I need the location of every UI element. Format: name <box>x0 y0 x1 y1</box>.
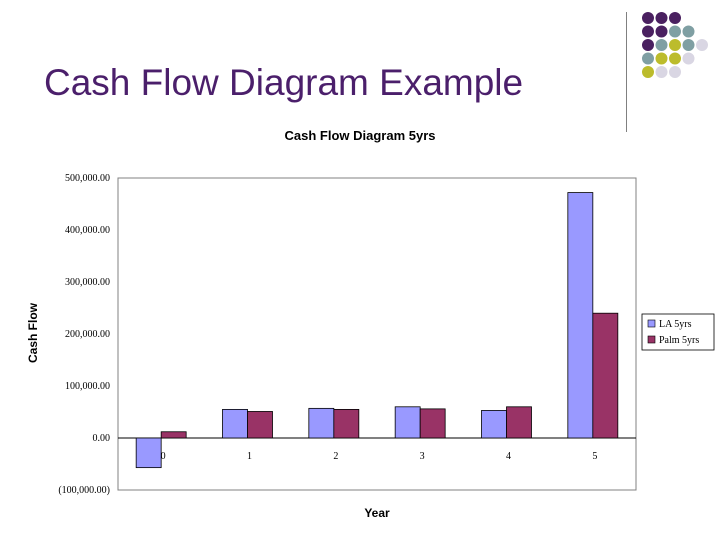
decorative-dot <box>669 12 681 24</box>
decorative-dot <box>642 52 654 65</box>
legend-label: LA 5yrs <box>659 319 692 330</box>
bar <box>222 408 248 439</box>
x-tick-label: 3 <box>420 451 425 462</box>
x-tick-label: 5 <box>592 451 597 462</box>
y-tick-label: 500,000.00 <box>65 173 110 184</box>
decorative-dot-grid <box>642 12 708 78</box>
decorative-dot <box>642 25 654 38</box>
bar <box>419 408 446 439</box>
x-tick-label: 0 <box>161 451 166 462</box>
y-tick-label: 300,000.00 <box>65 277 110 288</box>
plot-area <box>117 177 637 491</box>
chart-title: Cash Flow Diagram 5yrs <box>285 128 436 143</box>
y-axis-title: Cash Flow <box>26 302 40 363</box>
decorative-dot <box>669 39 681 51</box>
bar <box>160 431 187 439</box>
y-tick-label: 400,000.00 <box>65 225 110 236</box>
legend-swatch <box>647 335 656 344</box>
decorative-dot <box>696 39 708 51</box>
y-tick-label: 0.00 <box>93 433 111 444</box>
decorative-dot <box>655 52 668 65</box>
bar <box>247 411 273 439</box>
x-tick-label: 1 <box>247 451 252 462</box>
decorative-dot <box>669 52 681 65</box>
decorative-dot <box>655 12 668 24</box>
bar <box>506 406 532 439</box>
decorative-dot <box>642 12 654 24</box>
bar <box>333 408 360 439</box>
chart-legend: LA 5yrs Palm 5yrs <box>641 313 715 351</box>
bar <box>567 192 594 439</box>
bar <box>481 410 507 439</box>
decorative-dot <box>682 52 695 65</box>
slide-title: Cash Flow Diagram Example <box>44 62 524 103</box>
decorative-dot <box>642 39 654 51</box>
y-tick-label: (100,000.00) <box>58 485 110 496</box>
bar <box>394 406 421 439</box>
legend-label: Palm 5yrs <box>659 335 699 346</box>
y-tick-label: 200,000.00 <box>65 329 110 340</box>
decorative-dot <box>669 66 681 78</box>
y-tick-label: 100,000.00 <box>65 381 110 392</box>
decorative-dot <box>642 66 654 78</box>
decorative-dot <box>682 25 695 38</box>
decorative-dot <box>655 25 668 38</box>
legend-swatch <box>647 319 656 328</box>
bar <box>135 437 162 469</box>
x-axis-title: Year <box>364 506 390 520</box>
decorative-dot <box>682 39 695 51</box>
decorative-divider <box>626 12 627 132</box>
decorative-dot <box>669 25 681 38</box>
bar <box>592 312 619 439</box>
decorative-dot <box>655 66 668 78</box>
decorative-dot <box>655 39 668 51</box>
x-tick-label: 4 <box>506 451 511 462</box>
x-tick-label: 2 <box>333 451 338 462</box>
bar <box>308 407 335 439</box>
